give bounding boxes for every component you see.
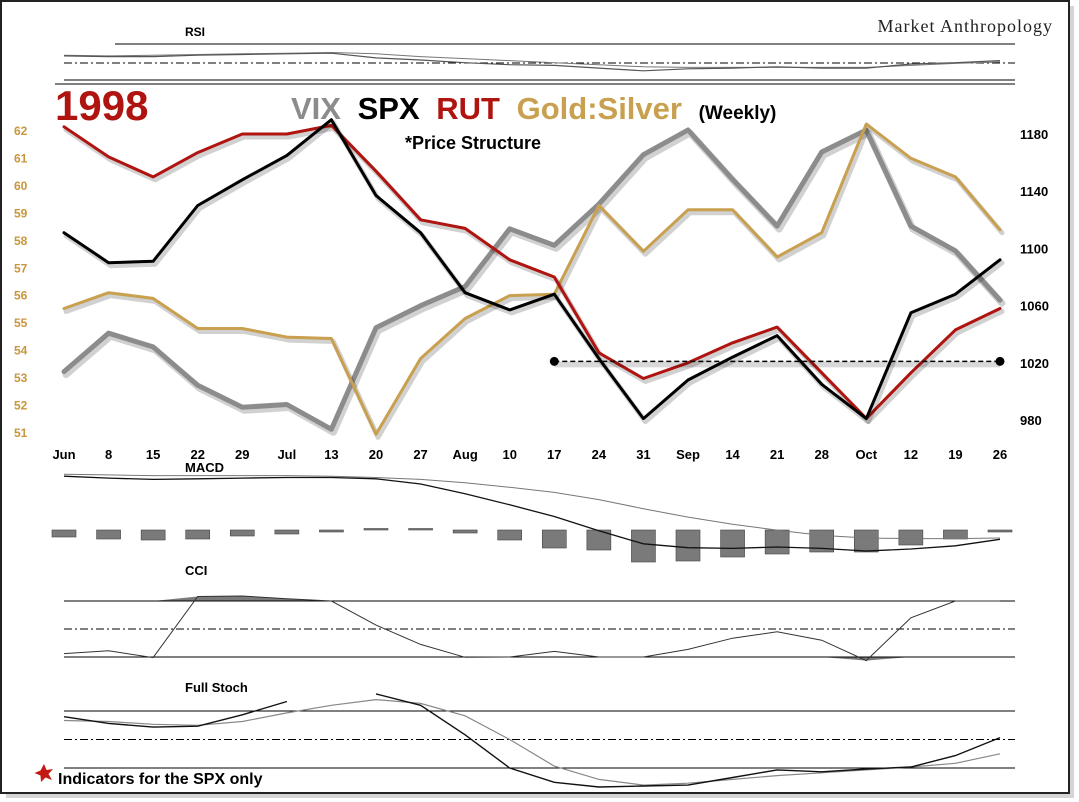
left-axis-tick: 58 — [14, 234, 28, 248]
x-axis-label: 28 — [814, 447, 828, 462]
title-gold: Gold:Silver — [517, 91, 682, 126]
macd-histogram-bar — [96, 529, 121, 540]
macd-histogram-bar — [541, 529, 567, 549]
stoch-label: Full Stoch — [185, 680, 248, 695]
macd-histogram-bar — [229, 529, 255, 537]
macd-histogram-bar — [586, 529, 612, 551]
x-axis-label: 17 — [547, 447, 561, 462]
series-line-rut — [62, 123, 1002, 421]
right-axis-tick: 1020 — [1020, 356, 1049, 371]
macd-histogram-bar — [363, 528, 389, 531]
left-axis-tick: 62 — [14, 124, 28, 138]
macd-line — [63, 475, 1001, 552]
cci-line — [63, 595, 1000, 662]
rsi-line — [63, 52, 1001, 72]
rsi-label: RSI — [185, 25, 205, 39]
annotation-endpoint — [995, 356, 1005, 366]
macd-panel — [51, 473, 1013, 563]
chart-subtitle: *Price Structure — [405, 133, 541, 153]
x-axis-label: 22 — [190, 447, 204, 462]
x-axis-label: 14 — [725, 447, 740, 462]
left-axis-tick: 57 — [14, 261, 28, 275]
title-spx: SPX — [358, 91, 420, 126]
macd-histogram-bar — [987, 529, 1013, 533]
macd-histogram-bar — [631, 529, 656, 563]
x-axis-label: 15 — [146, 447, 160, 462]
stoch-d-line — [63, 698, 1001, 786]
annotation-endpoint — [549, 356, 559, 366]
title-weekly: (Weekly) — [699, 103, 777, 124]
rsi-signal-line — [63, 51, 1001, 68]
brand-label: Market Anthropology — [878, 16, 1053, 36]
right-axis-tick: 1140 — [1020, 184, 1048, 199]
x-axis-label: 24 — [592, 447, 607, 462]
x-axis-label: 10 — [502, 447, 516, 462]
left-axis-tick: 54 — [14, 344, 28, 358]
x-axis-label: Aug — [453, 447, 478, 462]
cci-panel — [63, 595, 1015, 662]
x-axis-label: 20 — [369, 447, 383, 462]
x-axis-label: 19 — [948, 447, 962, 462]
left-axis-tick: 55 — [14, 316, 28, 330]
footer-note: Indicators for the SPX only — [58, 771, 263, 788]
left-axis-tick: 61 — [14, 151, 28, 165]
x-axis-label: Jun — [52, 447, 75, 462]
series-line-spx — [62, 118, 1002, 421]
year-label: 1998 — [55, 82, 148, 129]
cci-label: CCI — [185, 563, 207, 578]
stoch-panel — [63, 693, 1015, 788]
stoch-k-line — [375, 693, 1001, 788]
left-axis-tick: 53 — [14, 371, 28, 385]
macd-histogram-bar — [452, 529, 478, 534]
macd-label: MACD — [185, 460, 224, 475]
right-axis-tick: 980 — [1020, 413, 1042, 428]
series-line-vix — [61, 127, 1003, 432]
rsi-panel — [63, 43, 1015, 81]
macd-histogram-bar — [274, 529, 300, 535]
x-axis-label: 31 — [636, 447, 650, 462]
x-axis-label: 27 — [413, 447, 427, 462]
left-axis-tick: 60 — [14, 179, 28, 193]
title-rut: RUT — [436, 91, 500, 126]
macd-histogram-bar — [319, 529, 344, 533]
left-axis-tick: 52 — [14, 399, 28, 413]
stoch-k-line — [63, 700, 288, 728]
macd-histogram-bar — [140, 529, 166, 541]
x-axis-label: 26 — [993, 447, 1007, 462]
left-axis-tick: 51 — [14, 426, 28, 440]
series-shadow-gold-silver — [63, 124, 1005, 440]
macd-histogram-bar — [943, 529, 968, 540]
macd-histogram-bar — [185, 529, 211, 540]
left-axis-tick: 59 — [14, 206, 28, 220]
x-axis-label: 29 — [235, 447, 249, 462]
macd-histogram-bar — [720, 529, 745, 558]
macd-histogram-bar — [408, 528, 433, 531]
macd-histogram-bar — [675, 529, 701, 562]
macd-histogram-bar — [853, 529, 879, 553]
macd-histogram-bar — [898, 529, 924, 546]
x-axis-label: Sep — [676, 447, 700, 462]
x-axis-label: 12 — [904, 447, 918, 462]
right-axis-tick: 1180 — [1020, 127, 1048, 142]
x-axis-label: Oct — [855, 447, 877, 462]
x-axis-label: 13 — [324, 447, 338, 462]
x-axis-label: 8 — [105, 447, 112, 462]
right-axis-tick: 1060 — [1020, 299, 1049, 314]
macd-histogram-bar — [497, 529, 523, 541]
right-axis-tick: 1100 — [1020, 241, 1048, 256]
x-axis-label: 21 — [770, 447, 784, 462]
macd-histogram-bar — [51, 529, 77, 538]
main-price-panel: 62 61 60 59 58 57 56 55 54 53 52 51 1180 1140 1100 1060… — [14, 83, 1049, 462]
left-axis-tick: 56 — [14, 289, 28, 303]
series-line-gold-silver — [62, 122, 1002, 436]
x-axis-label: Jul — [277, 447, 296, 462]
macd-signal-line — [63, 473, 1001, 540]
red-star-icon — [34, 764, 53, 782]
macd-histogram-bar — [764, 529, 790, 555]
